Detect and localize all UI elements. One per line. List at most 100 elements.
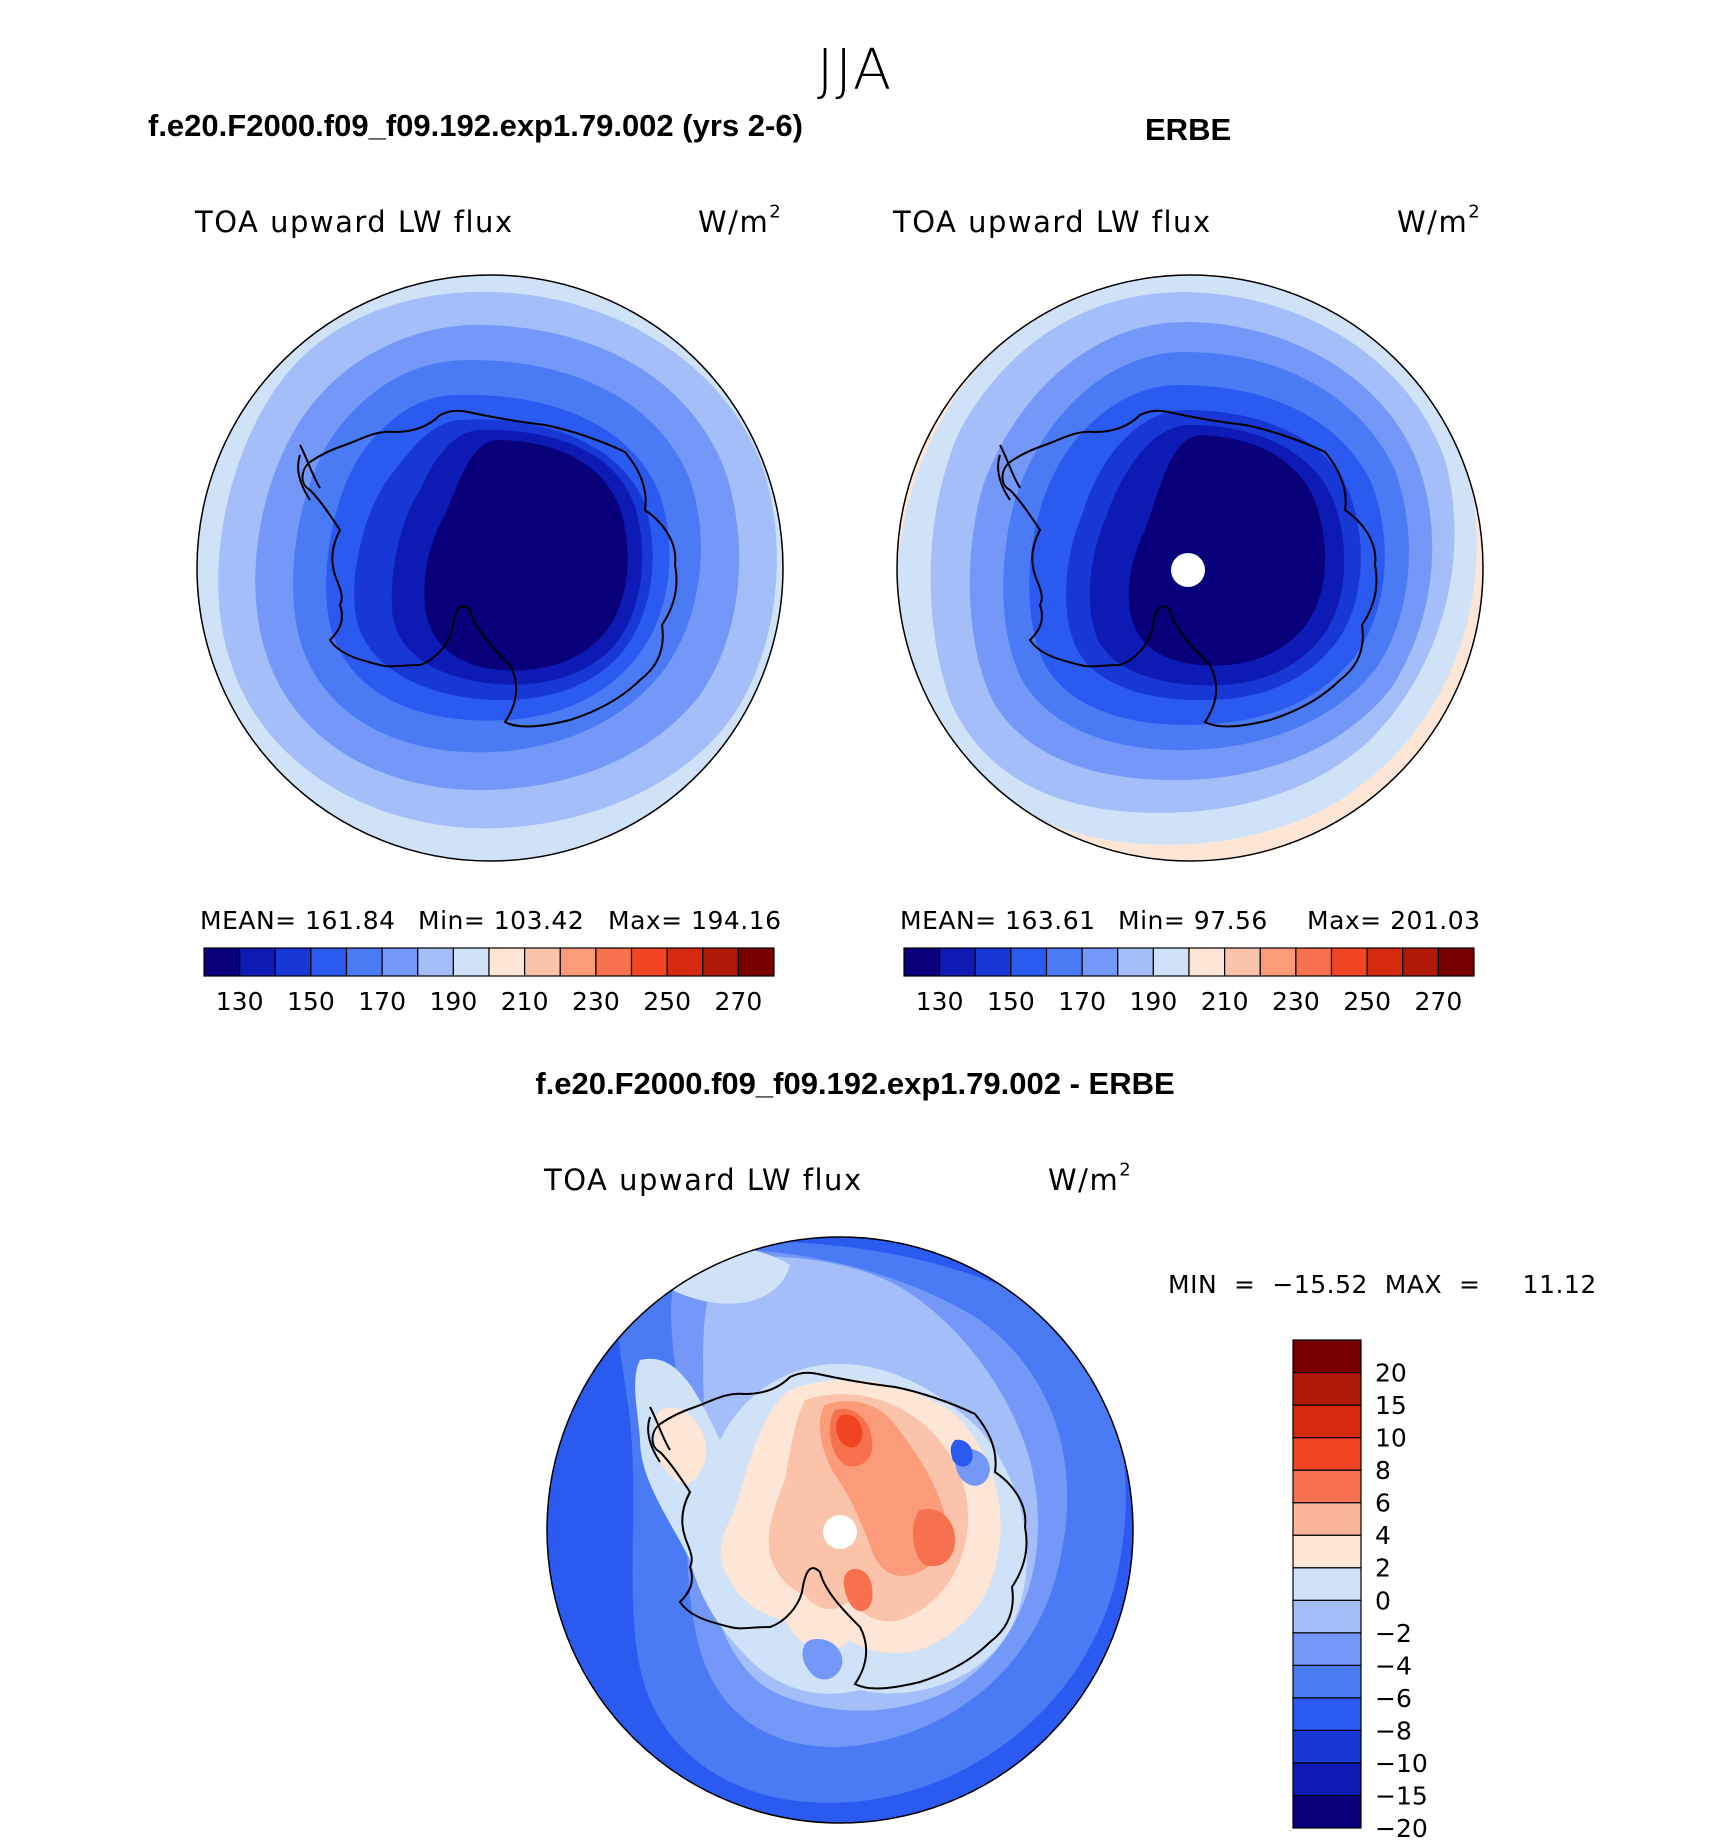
- panel3-colorbar-tick-label: −15: [1375, 1781, 1428, 1810]
- panel3-colorbar-swatch: [1292, 1502, 1362, 1536]
- panel1-colorbar-tick-label: 130: [216, 987, 264, 1016]
- p3-band-pos8-e: [913, 1509, 955, 1567]
- panel3-colorbar-swatch: [1292, 1371, 1362, 1406]
- panel2-colorbar-tick-label: 190: [1130, 987, 1178, 1016]
- panel2-colorbar-swatch: [939, 947, 976, 977]
- panel2-colorbar-swatch: [1437, 947, 1475, 977]
- panel3-colorbar-tick-label: −4: [1375, 1651, 1412, 1680]
- panel2-colorbar-swatch: [974, 947, 1012, 977]
- panel3-map-border: [546, 1236, 1134, 1824]
- panel3-colorbar-swatch: [1292, 1729, 1362, 1764]
- panel3-colorbar-swatch: [1292, 1339, 1362, 1374]
- panel3-colorbar-swatch: [1292, 1794, 1362, 1829]
- panel3-variable-label: TOA upward LW flux: [544, 1163, 863, 1197]
- panel2-colorbar-tick-label: 210: [1201, 987, 1249, 1016]
- panel1-colorbar-swatch: [239, 947, 276, 977]
- panel1-colorbar-tick-label: 170: [358, 987, 406, 1016]
- panel2-map: [897, 275, 1483, 861]
- panel3-missing-pole: [823, 1515, 857, 1549]
- panel2-min: Min= 97.56: [1118, 906, 1268, 935]
- panel3-colorbar-tick-label: −20: [1375, 1814, 1428, 1840]
- panel3-colorbar-tick-label: −2: [1375, 1619, 1412, 1648]
- panel3-colorbar-tick-label: 4: [1375, 1521, 1391, 1550]
- panel1-colorbar-swatch: [452, 947, 490, 977]
- panel2-colorbar-tick-label: 130: [916, 987, 964, 1016]
- panel2-colorbar-tick-label: 250: [1343, 987, 1391, 1016]
- p3-band-neg4-blob3: [802, 1639, 843, 1680]
- panel1-units: W/m2: [698, 201, 783, 239]
- panel2-map-border: [896, 274, 1484, 862]
- panel2-colorbar-swatch: [1402, 947, 1439, 977]
- panel2-colorbar-swatch: [1224, 947, 1261, 977]
- panel2-colorbar-tick-label: 270: [1415, 987, 1463, 1016]
- panel3-colorbar-swatch: [1292, 1632, 1362, 1666]
- panel1-max: Max= 194.16: [608, 906, 782, 935]
- panel2-title: ERBE: [1145, 112, 1232, 147]
- panel2-peninsula: [997, 444, 1021, 501]
- panel1-colorbar-swatch: [488, 947, 526, 977]
- panel3-colorbar-tick-label: 8: [1375, 1456, 1391, 1485]
- season-title: JJA: [816, 38, 894, 103]
- panel2-units: W/m2: [1397, 201, 1482, 239]
- panel3-title: f.e20.F2000.f09_f09.192.exp1.79.002 - ER…: [535, 1066, 1175, 1101]
- panel3-colorbar-swatch: [1292, 1697, 1362, 1732]
- panel1-colorbar-swatch: [702, 947, 739, 977]
- panel1-map-border: [196, 274, 784, 862]
- panel1-antarctica-coastline: [301, 409, 678, 728]
- panel3-colorbar-tick-label: −8: [1375, 1716, 1412, 1745]
- panel2-antarctica-coastline: [1001, 409, 1378, 728]
- panel1-min: Min= 103.42: [418, 906, 585, 935]
- panel3-map: [547, 1237, 1133, 1823]
- panel2-colorbar-swatch: [1152, 947, 1190, 977]
- panel1-colorbar-tick-label: 270: [715, 987, 763, 1016]
- panel2-colorbar-tick-label: 230: [1272, 987, 1320, 1016]
- panel3-colorbar-tick-label: 15: [1375, 1391, 1407, 1420]
- panel2-max: Max= 201.03: [1307, 906, 1481, 935]
- panel1-colorbar-swatch: [595, 947, 633, 977]
- panel2-colorbar-swatch: [1010, 947, 1048, 977]
- panel2-colorbar-swatch: [1259, 947, 1297, 977]
- panel2-mean: MEAN= 163.61: [900, 906, 1096, 935]
- panel2-colorbar-swatch: [1117, 947, 1154, 977]
- panel1-colorbar-swatch: [345, 947, 383, 977]
- panel1-colorbar-swatch: [381, 947, 419, 977]
- panel2-colorbar-swatch: [903, 947, 941, 977]
- panel3-colorbar-tick-label: 10: [1375, 1424, 1407, 1453]
- panel1-colorbar-swatch: [310, 947, 348, 977]
- panel3-colorbar-tick-label: 6: [1375, 1489, 1391, 1518]
- panel1-colorbar-swatch: [630, 947, 668, 977]
- panel2-colorbar-swatch: [1188, 947, 1226, 977]
- panel1-colorbar-tick-label: 190: [430, 987, 478, 1016]
- p2-band-120: [1128, 435, 1326, 666]
- panel3-colorbar-swatch: [1292, 1469, 1362, 1504]
- panel2-colorbar-swatch: [1045, 947, 1083, 977]
- p3-band-pos2-w: [655, 1407, 707, 1485]
- panel2-colorbar-tick-label: 150: [987, 987, 1035, 1016]
- panel1-colorbar-tick-label: 230: [572, 987, 620, 1016]
- panel3-colorbar-tick-label: −6: [1375, 1684, 1412, 1713]
- panel1-mean: MEAN= 161.84: [200, 906, 396, 935]
- panel3-minmax: MIN = −15.52 MAX = 11.12: [1168, 1270, 1597, 1299]
- panel3-units: W/m2: [1048, 1159, 1133, 1197]
- panel1-colorbar-swatch: [737, 947, 775, 977]
- panel3-colorbar-swatch: [1292, 1534, 1362, 1569]
- panel3-colorbar-swatch: [1292, 1762, 1362, 1797]
- panel3-peninsula: [647, 1406, 671, 1463]
- p3-band-pos8-s: [843, 1569, 873, 1612]
- panel1-colorbar-tick-label: 210: [501, 987, 549, 1016]
- panel1-colorbar-tick-label: 250: [643, 987, 691, 1016]
- panel2-colorbar-swatch: [1366, 947, 1404, 977]
- panel3-colorbar-swatch: [1292, 1567, 1362, 1601]
- panel2-colorbar-swatch: [1081, 947, 1119, 977]
- p3-band-pos10: [836, 1414, 863, 1448]
- p3-band-neg8-blob2: [950, 1439, 973, 1467]
- panel3-colorbar-swatch: [1292, 1436, 1362, 1471]
- panel2-colorbar-tick-label: 170: [1058, 987, 1106, 1016]
- panel1-colorbar: 130 150 170 190 210 230 250 270: [203, 947, 775, 1016]
- panel1-peninsula: [297, 444, 321, 501]
- panel3-antarctica-coastline: [651, 1371, 1028, 1690]
- p1-band-120: [424, 440, 628, 671]
- panel1-colorbar-swatch: [417, 947, 454, 977]
- panel2-colorbar: 130 150 170 190 210 230 250 270: [903, 947, 1475, 1016]
- panel1-colorbar-tick-label: 150: [287, 987, 335, 1016]
